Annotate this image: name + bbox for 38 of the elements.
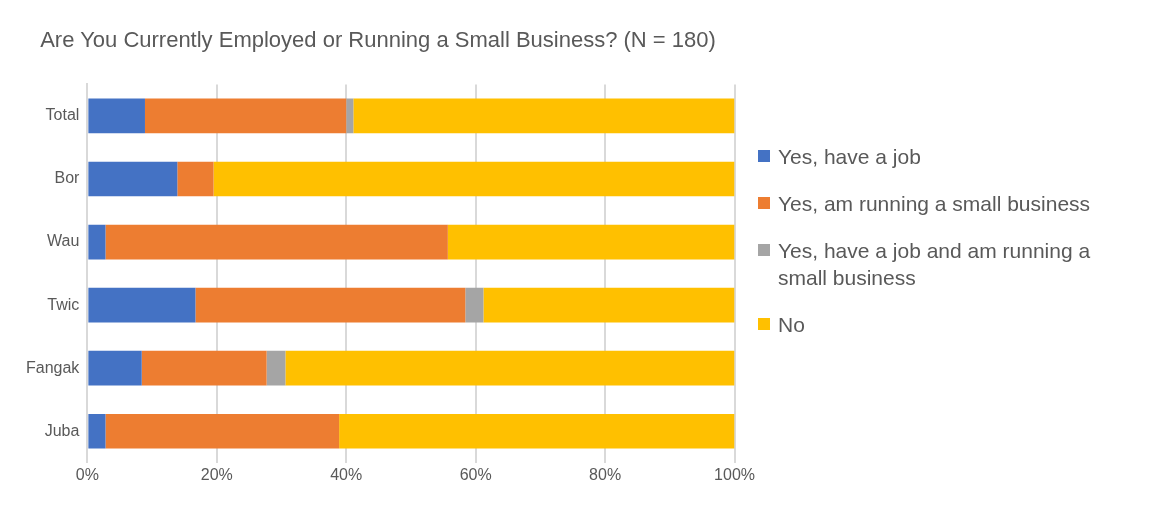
bar xyxy=(195,287,466,323)
legend-label: Yes, have a job and am running a small business xyxy=(778,238,1092,291)
bar xyxy=(141,350,267,386)
y-tick-label: Wau xyxy=(47,232,80,250)
x-tick-label: 60% xyxy=(459,465,492,483)
bar xyxy=(266,350,286,386)
bar xyxy=(105,413,340,449)
x-tick-label: 80% xyxy=(589,465,622,483)
bar xyxy=(88,287,196,323)
bar xyxy=(339,413,735,449)
y-tick-label: Twic xyxy=(47,295,80,313)
bar xyxy=(177,161,214,197)
bar xyxy=(88,224,106,260)
legend-label: Yes, am running a small business xyxy=(778,191,1091,217)
x-tick-label: 0% xyxy=(75,465,99,483)
bar xyxy=(465,287,484,323)
bar xyxy=(88,161,178,197)
legend-label: No xyxy=(778,312,805,338)
bar xyxy=(285,350,735,386)
bar xyxy=(346,98,354,134)
y-tick-label: Juba xyxy=(44,421,80,439)
x-tick-label: 20% xyxy=(200,465,233,483)
x-tick-label: 40% xyxy=(330,465,363,483)
bar xyxy=(88,98,145,134)
x-tick-label: 100% xyxy=(714,465,755,483)
legend-label: Yes, have a job xyxy=(778,144,921,170)
bar xyxy=(213,161,735,197)
y-tick-label: Fangak xyxy=(25,358,81,376)
bar xyxy=(88,413,106,449)
bar xyxy=(447,224,735,260)
bar xyxy=(353,98,735,134)
chart-title: Are You Currently Employed or Running a Small Business? (N = 180) xyxy=(40,27,716,53)
bar xyxy=(105,224,448,260)
y-tick-label: Bor xyxy=(54,169,81,187)
bar xyxy=(483,287,735,323)
bar xyxy=(88,350,142,386)
bar xyxy=(144,98,347,134)
y-tick-label: Total xyxy=(45,106,80,124)
